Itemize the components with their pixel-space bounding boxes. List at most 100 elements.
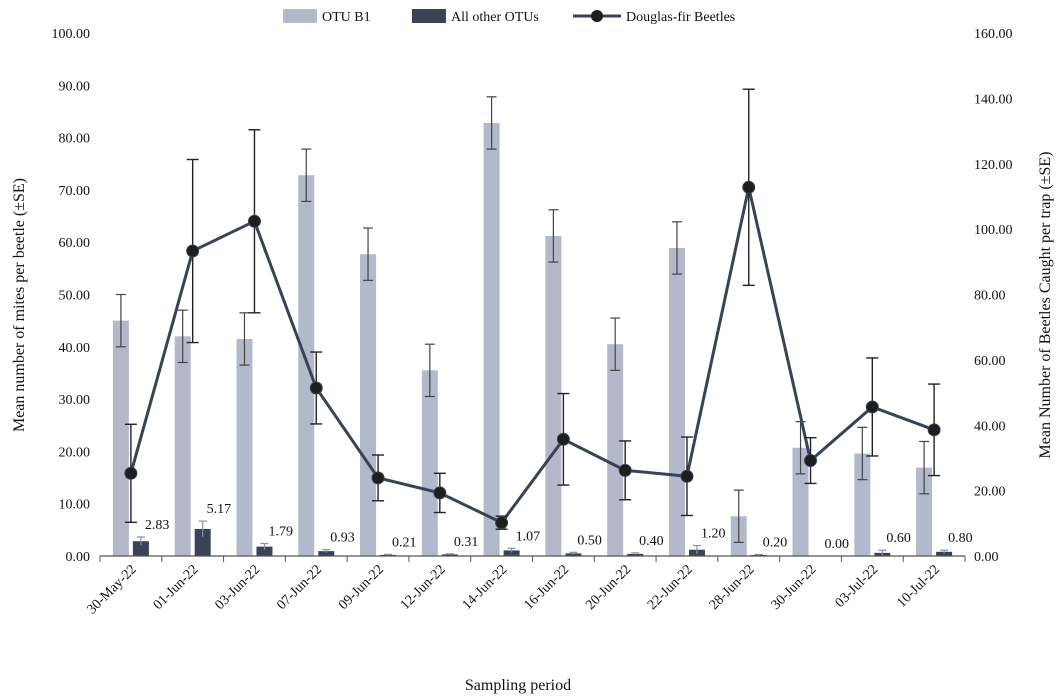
legend-swatch-beetles-marker	[591, 10, 603, 22]
data-label-other-otus: 0.93	[330, 531, 355, 546]
y-axis-left: 0.00 10.00 20.00 30.00 40.00 50.00 60.00 70.00 8…	[52, 27, 91, 565]
legend-swatch-otu-b1	[283, 9, 317, 23]
y-tick-label-right: 0.00	[974, 550, 999, 565]
legend-label-otu-b1: OTU B1	[322, 10, 371, 25]
x-tick-label: 30-Jun-22	[769, 562, 820, 613]
legend: OTU B1 All other OTUs Douglas-fir Beetles	[283, 9, 735, 25]
y-tick-label-left: 30.00	[59, 393, 91, 408]
y-tick-label-left: 50.00	[59, 289, 91, 304]
bar-otu-b1	[112, 320, 129, 556]
legend-label-other-otus: All other OTUs	[451, 10, 539, 25]
beetle-point	[371, 471, 385, 485]
x-axis: 30-May-22 01-Jun-22 03-Jun-22 07-Jun-22 09-J…	[85, 555, 966, 617]
beetle-point	[495, 516, 509, 530]
data-label-other-otus: 0.31	[454, 535, 479, 550]
bar-labels: 2.83 5.17 1.79 0.93 0.21 0.31 1.07 0.50 0.40 1.20…	[145, 502, 973, 552]
y-tick-label-left: 20.00	[59, 445, 91, 460]
y-tick-label-right: 140.00	[974, 92, 1013, 107]
y-tick-label-left: 10.00	[59, 498, 91, 513]
beetle-point	[309, 381, 323, 395]
x-tick-label: 03-Jul-22	[833, 562, 882, 611]
beetle-point	[680, 469, 694, 483]
x-axis-title: Sampling period	[465, 677, 571, 694]
y-tick-label-right: 20.00	[974, 485, 1006, 500]
beetle-point	[618, 463, 632, 477]
x-tick-label: 09-Jun-22	[336, 562, 387, 613]
bar-otu-b1	[421, 370, 438, 556]
x-tick-label: 10-Jul-22	[894, 562, 943, 611]
data-label-other-otus: 1.79	[268, 525, 293, 540]
y-axis-left-title: Mean number of mites per beetle (±SE)	[11, 178, 28, 432]
bar-otu-b1	[236, 338, 253, 556]
y-tick-label-right: 80.00	[974, 289, 1006, 304]
y-tick-label-left: 40.00	[59, 341, 91, 356]
bar-other-otus	[936, 551, 953, 556]
data-label-other-otus: 1.20	[701, 527, 726, 542]
data-label-other-otus: 0.50	[577, 533, 602, 548]
y-tick-label-left: 60.00	[59, 236, 91, 251]
bar-otu-b1	[607, 344, 624, 556]
y-tick-label-right: 60.00	[974, 354, 1006, 369]
bar-other-otus	[194, 528, 211, 556]
beetle-point	[865, 400, 879, 414]
y-tick-label-left: 90.00	[59, 79, 91, 94]
bar-other-otus	[256, 546, 273, 556]
y-tick-label-right: 120.00	[974, 158, 1013, 173]
y-tick-label-right: 100.00	[974, 223, 1013, 238]
beetle-point	[433, 486, 447, 500]
beetle-point	[556, 432, 570, 446]
beetle-point	[247, 214, 261, 228]
y-tick-label-left: 70.00	[59, 184, 91, 199]
bar-otu-b1	[545, 235, 562, 556]
x-tick-label: 30-May-22	[85, 562, 140, 617]
data-label-other-otus: 0.60	[886, 531, 911, 546]
bars	[112, 96, 953, 557]
x-tick-label: 03-Jun-22	[213, 562, 264, 613]
beetle-point	[804, 454, 818, 468]
x-tick-label: 07-Jun-22	[274, 562, 325, 613]
data-label-other-otus: 5.17	[207, 502, 232, 517]
bar-other-otus	[441, 554, 458, 556]
x-tick-label: 14-Jun-22	[460, 562, 511, 613]
beetle-line	[129, 186, 935, 525]
y-axis-right-title: Mean Number of Beetles Caught per trap (…	[1037, 152, 1054, 459]
bar-otu-b1	[174, 336, 191, 556]
bar-other-otus	[503, 550, 520, 556]
bar-otu-b1	[298, 175, 315, 557]
y-tick-label-left: 80.00	[59, 132, 91, 147]
beetle-point	[742, 180, 756, 194]
data-label-other-otus: 0.80	[948, 531, 973, 546]
bar-other-otus	[565, 553, 582, 556]
bar-other-otus	[132, 541, 149, 556]
y-tick-label-right: 160.00	[974, 27, 1013, 42]
x-tick-label: 22-Jun-22	[645, 562, 696, 613]
beetle-point	[124, 466, 138, 480]
y-tick-label-right: 40.00	[974, 419, 1006, 434]
data-label-other-otus: 2.83	[145, 518, 170, 533]
beetle-point	[186, 244, 200, 258]
bar-other-otus	[318, 551, 335, 556]
beetle-line-layer	[124, 88, 941, 530]
x-tick-label: 28-Jun-22	[707, 562, 758, 613]
x-tick-label: 12-Jun-22	[398, 562, 449, 613]
data-label-other-otus: 0.20	[763, 535, 788, 550]
x-tick-label: 16-Jun-22	[521, 562, 572, 613]
y-axis-right: 0.00 20.00 40.00 60.00 80.00 100.00 120.00 140.…	[974, 27, 1013, 565]
legend-swatch-other-otus	[412, 9, 446, 23]
legend-label-beetles: Douglas-fir Beetles	[626, 10, 735, 25]
data-label-other-otus: 0.40	[639, 534, 664, 549]
y-tick-label-left: 100.00	[52, 27, 91, 42]
bar-otu-b1	[916, 467, 933, 556]
x-tick-label: 20-Jun-22	[583, 562, 634, 613]
bar-otu-b1	[792, 447, 809, 556]
beetle-point	[927, 423, 941, 437]
data-label-other-otus: 0.21	[392, 535, 417, 550]
bar-otu-b1	[483, 122, 500, 557]
data-label-other-otus: 0.00	[825, 537, 850, 552]
bar-otu-b1	[360, 254, 377, 556]
data-label-other-otus: 1.07	[516, 529, 541, 544]
bar-otu-b1	[668, 247, 685, 556]
x-tick-label: 01-Jun-22	[151, 562, 202, 613]
y-tick-label-left: 0.00	[66, 550, 91, 565]
